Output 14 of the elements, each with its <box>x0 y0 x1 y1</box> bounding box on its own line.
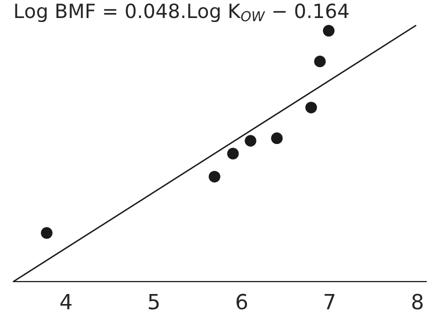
x-tick-label: 7 <box>324 294 334 310</box>
point <box>305 102 317 114</box>
point <box>271 132 283 144</box>
x-tick-label: 6 <box>236 294 248 310</box>
point <box>208 170 220 182</box>
point <box>322 24 335 37</box>
point <box>227 148 239 160</box>
x-tick-label: 5 <box>148 294 159 310</box>
point <box>40 227 53 239</box>
point <box>244 134 256 147</box>
point <box>314 56 326 68</box>
x-tick-label: 4 <box>60 294 72 310</box>
x-tick-label: 8 <box>412 294 423 310</box>
text: Log BMF = 0.048.Log K$_{OW}$ − 0.164 <box>15 4 348 22</box>
